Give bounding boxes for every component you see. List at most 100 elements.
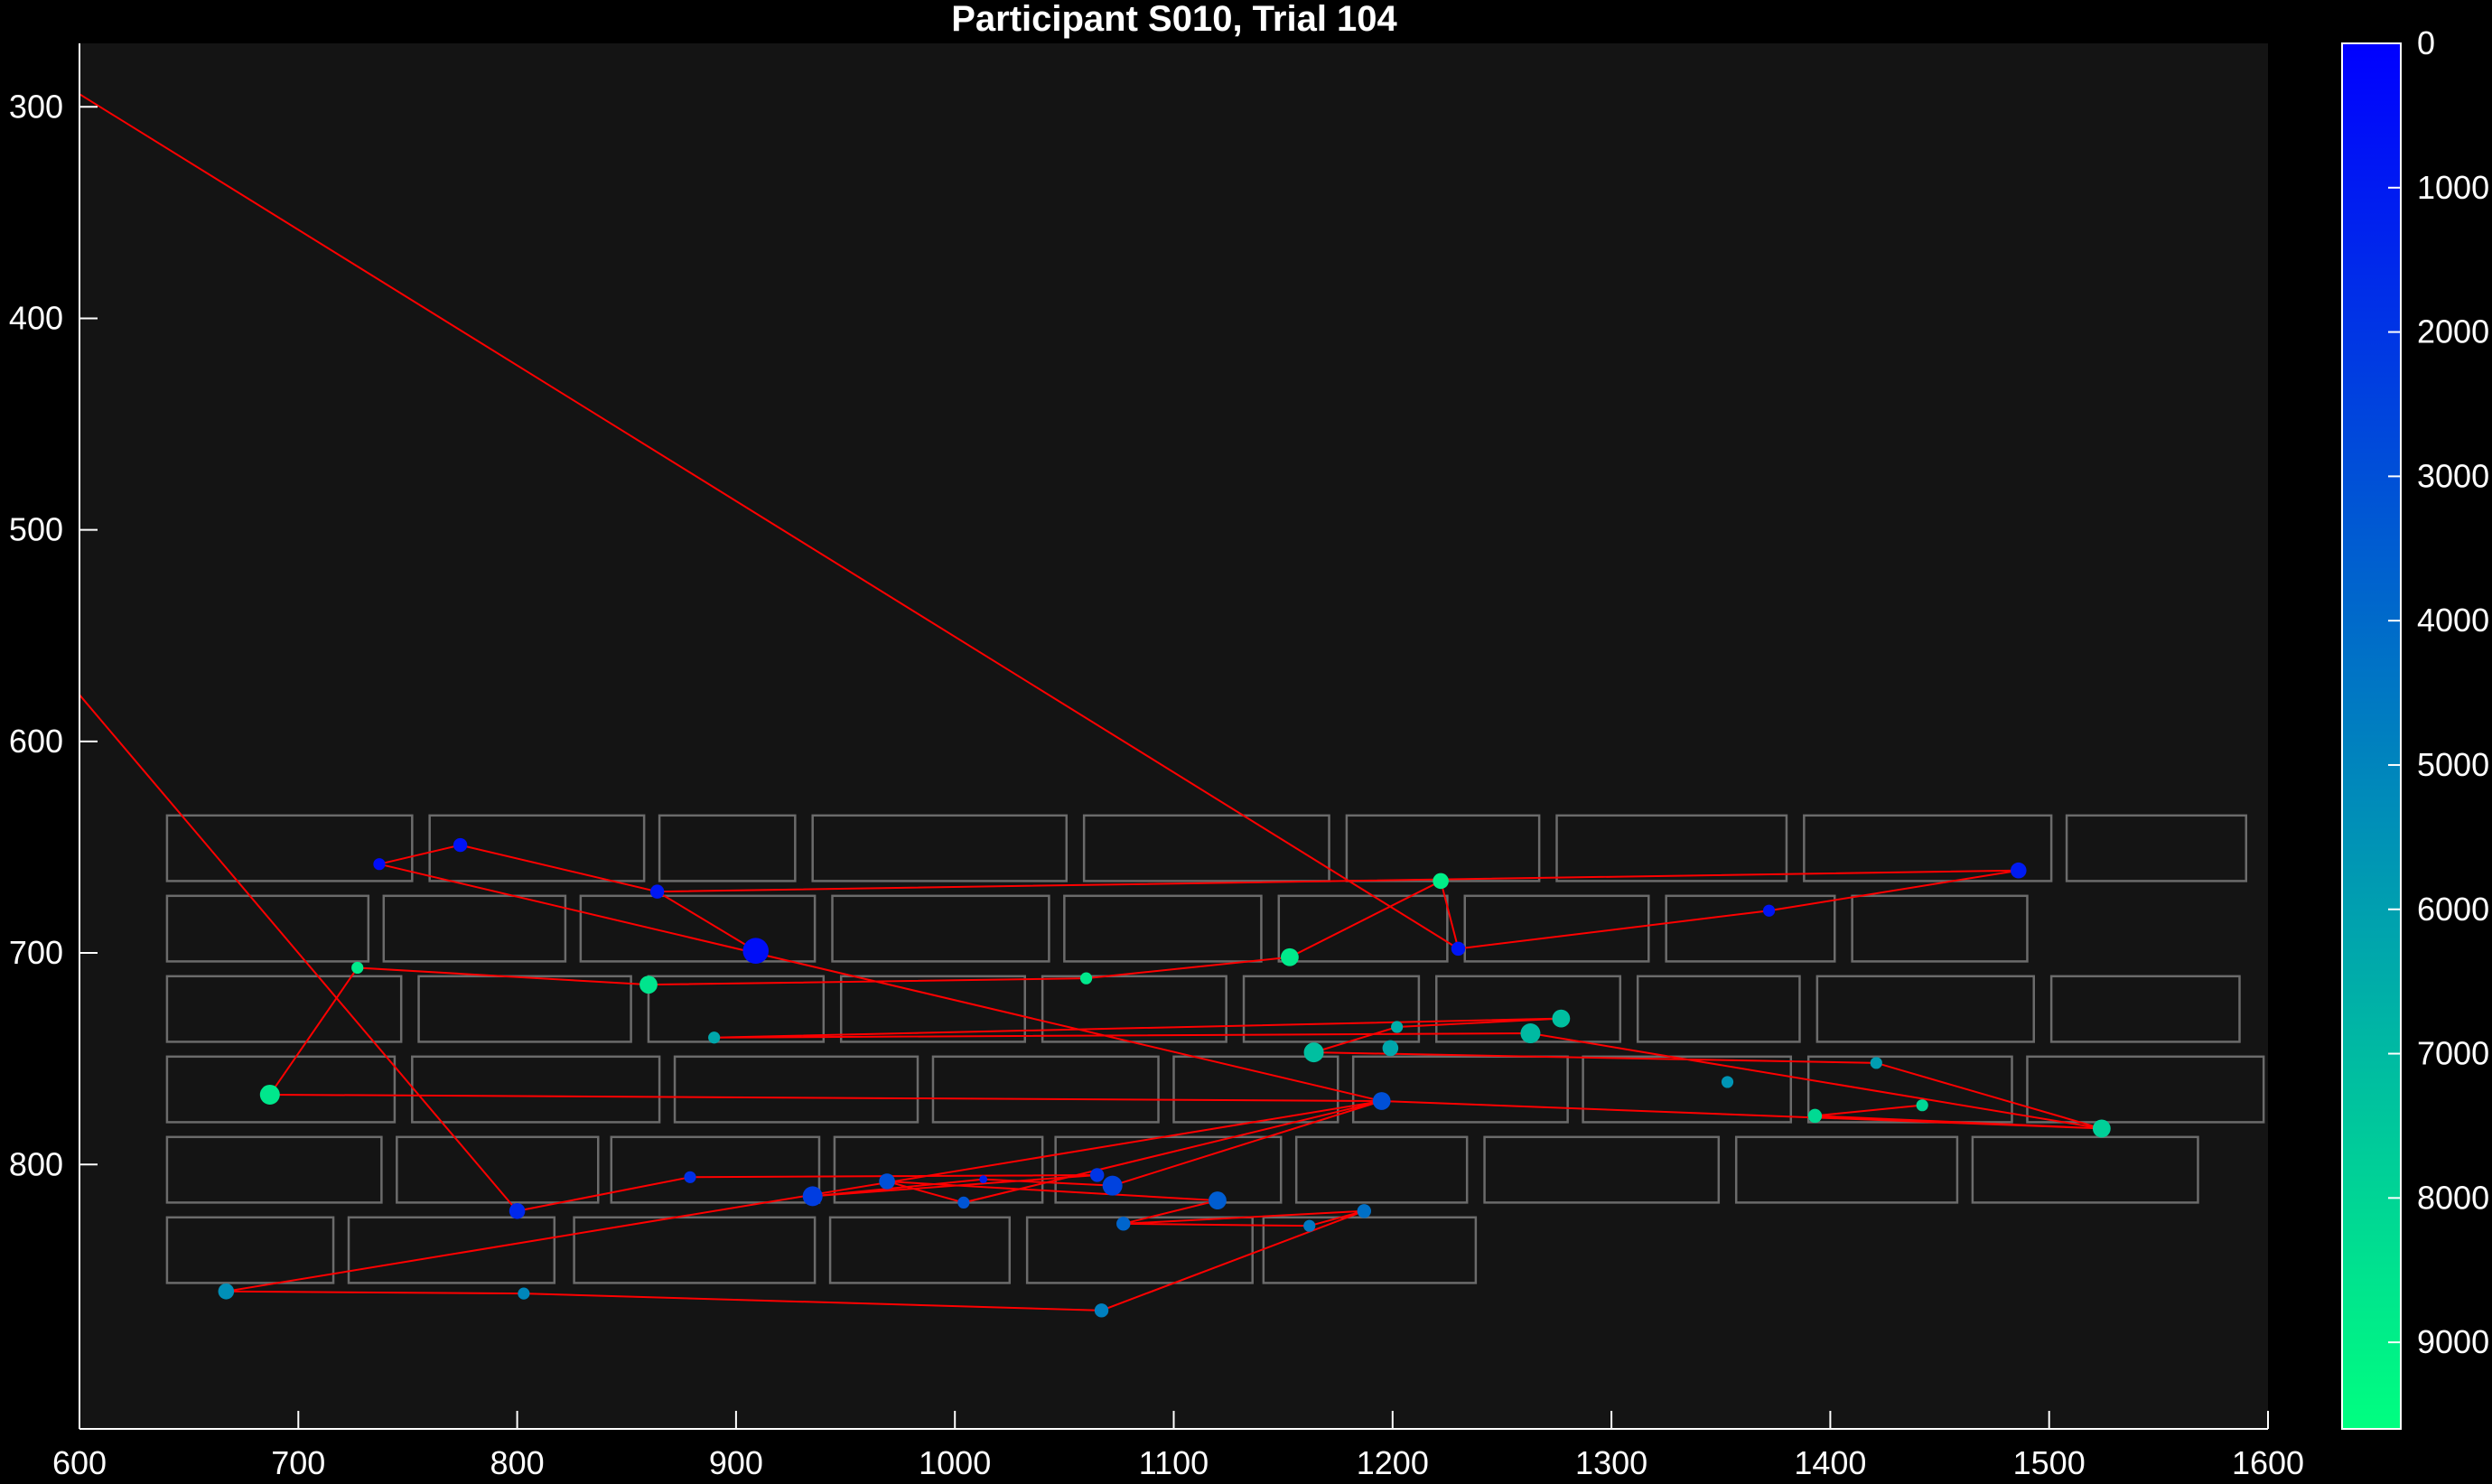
fixation-point <box>957 1196 970 1209</box>
fixation-point <box>1209 1191 1227 1209</box>
word-box <box>165 814 414 882</box>
word-box <box>811 814 1069 882</box>
x-tick-label: 700 <box>271 1444 325 1481</box>
word-box <box>347 1216 556 1284</box>
word-box <box>1851 894 2029 963</box>
x-tick-label: 1300 <box>1575 1444 1647 1481</box>
y-tick-label: 600 <box>9 723 63 760</box>
fixation-point <box>1520 1023 1541 1044</box>
word-box <box>165 894 370 963</box>
word-box <box>1262 1216 1478 1284</box>
fixation-point <box>649 884 665 899</box>
word-box <box>165 1216 335 1284</box>
word-box <box>165 1135 383 1204</box>
word-box <box>1025 1216 1254 1284</box>
fixation-point <box>2092 1119 2111 1138</box>
fixation-point <box>218 1283 235 1300</box>
word-box <box>1665 894 1836 963</box>
fixation-point <box>1721 1076 1734 1088</box>
fixation-point <box>1916 1099 1928 1112</box>
word-box <box>396 1135 600 1204</box>
fixation-point <box>708 1031 721 1044</box>
fixation-point <box>2010 862 2027 879</box>
x-tick-label: 800 <box>490 1444 545 1481</box>
word-box <box>2026 1055 2265 1124</box>
y-tick-label: 300 <box>9 88 63 125</box>
word-box <box>1806 1055 2013 1124</box>
x-tick-label: 900 <box>709 1444 763 1481</box>
fixation-point <box>742 938 770 965</box>
word-box <box>2065 814 2248 882</box>
scanpath-segment <box>79 93 1460 950</box>
word-box <box>658 814 797 882</box>
fixation-point <box>259 1084 280 1105</box>
word-box <box>1483 1135 1721 1204</box>
fixation-point <box>1116 1217 1131 1231</box>
fixation-point <box>684 1171 696 1183</box>
x-tick-label: 1100 <box>1139 1444 1209 1481</box>
word-box <box>1636 975 1801 1043</box>
colorbar <box>2341 42 2402 1430</box>
scanpath-segment <box>79 694 518 1212</box>
colorbar-tick-label: 0 <box>2417 24 2435 61</box>
word-box <box>579 894 817 963</box>
fixation-point <box>351 961 364 975</box>
colorbar-tick-label: 7000 <box>2417 1035 2489 1072</box>
fixation-point <box>373 858 386 871</box>
fixation-point <box>1433 873 1449 890</box>
fixation-point <box>509 1202 526 1219</box>
colorbar-tick-label: 5000 <box>2417 746 2489 783</box>
colorbar-tick-label: 6000 <box>2417 891 2489 928</box>
colorbar-tick-label: 3000 <box>2417 457 2489 494</box>
fixation-point <box>1372 1092 1391 1110</box>
fixation-point <box>1089 1168 1105 1182</box>
y-tick-label: 500 <box>9 511 63 548</box>
word-box <box>610 1135 821 1204</box>
fixation-point <box>1552 1009 1571 1028</box>
fixation-point <box>1382 1040 1399 1057</box>
fixation-point <box>1281 947 1299 966</box>
fixation-point <box>639 975 658 994</box>
fixation-point <box>1451 941 1466 957</box>
colorbar-tick-label: 9000 <box>2417 1323 2489 1360</box>
word-box <box>1463 894 1650 963</box>
x-tick-label: 1000 <box>919 1444 991 1481</box>
fixation-point <box>1870 1057 1882 1069</box>
word-box <box>1734 1135 1959 1204</box>
fixation-point <box>1807 1108 1823 1124</box>
fixation-point <box>1391 1021 1404 1033</box>
word-box <box>1082 814 1330 882</box>
y-tick-label: 800 <box>9 1145 63 1182</box>
fixation-point <box>453 837 468 853</box>
colorbar-tick-label: 8000 <box>2417 1179 2489 1216</box>
fixation-point <box>1079 972 1093 985</box>
y-tick-label: 400 <box>9 299 63 336</box>
word-box <box>1351 1055 1569 1124</box>
word-box <box>2049 975 2241 1043</box>
word-box <box>647 975 826 1043</box>
word-box <box>1555 814 1788 882</box>
word-box <box>833 1135 1044 1204</box>
word-box <box>839 975 1026 1043</box>
fixation-point <box>1762 904 1776 917</box>
fixation-point <box>518 1287 530 1300</box>
colorbar-ticks: 0 1000 2000 3000 4000 5000 6000 7000 8000 9000 <box>2388 24 2489 1360</box>
x-tick-label: 1400 <box>1794 1444 1866 1481</box>
x-tick-label: 1600 <box>2232 1444 2304 1481</box>
fixation-point <box>1303 1219 1316 1232</box>
word-box <box>1294 1135 1469 1204</box>
x-axis-ticks: 600 700 800 900 1000 1100 1200 1300 1400 1500 1600 <box>52 1411 2304 1481</box>
word-box <box>831 894 1050 963</box>
word-box <box>931 1055 1160 1124</box>
word-box <box>1242 975 1421 1043</box>
colorbar-tick-label: 2000 <box>2417 313 2489 350</box>
chart-title: Participant S010, Trial 104 <box>951 0 1397 39</box>
fixation-points <box>218 837 2111 1318</box>
word-box <box>828 1216 1012 1284</box>
word-box <box>165 975 403 1043</box>
word-box <box>1063 894 1263 963</box>
colorbar-tick-label: 4000 <box>2417 602 2489 639</box>
word-box <box>411 1055 661 1124</box>
word-box <box>1277 894 1449 963</box>
